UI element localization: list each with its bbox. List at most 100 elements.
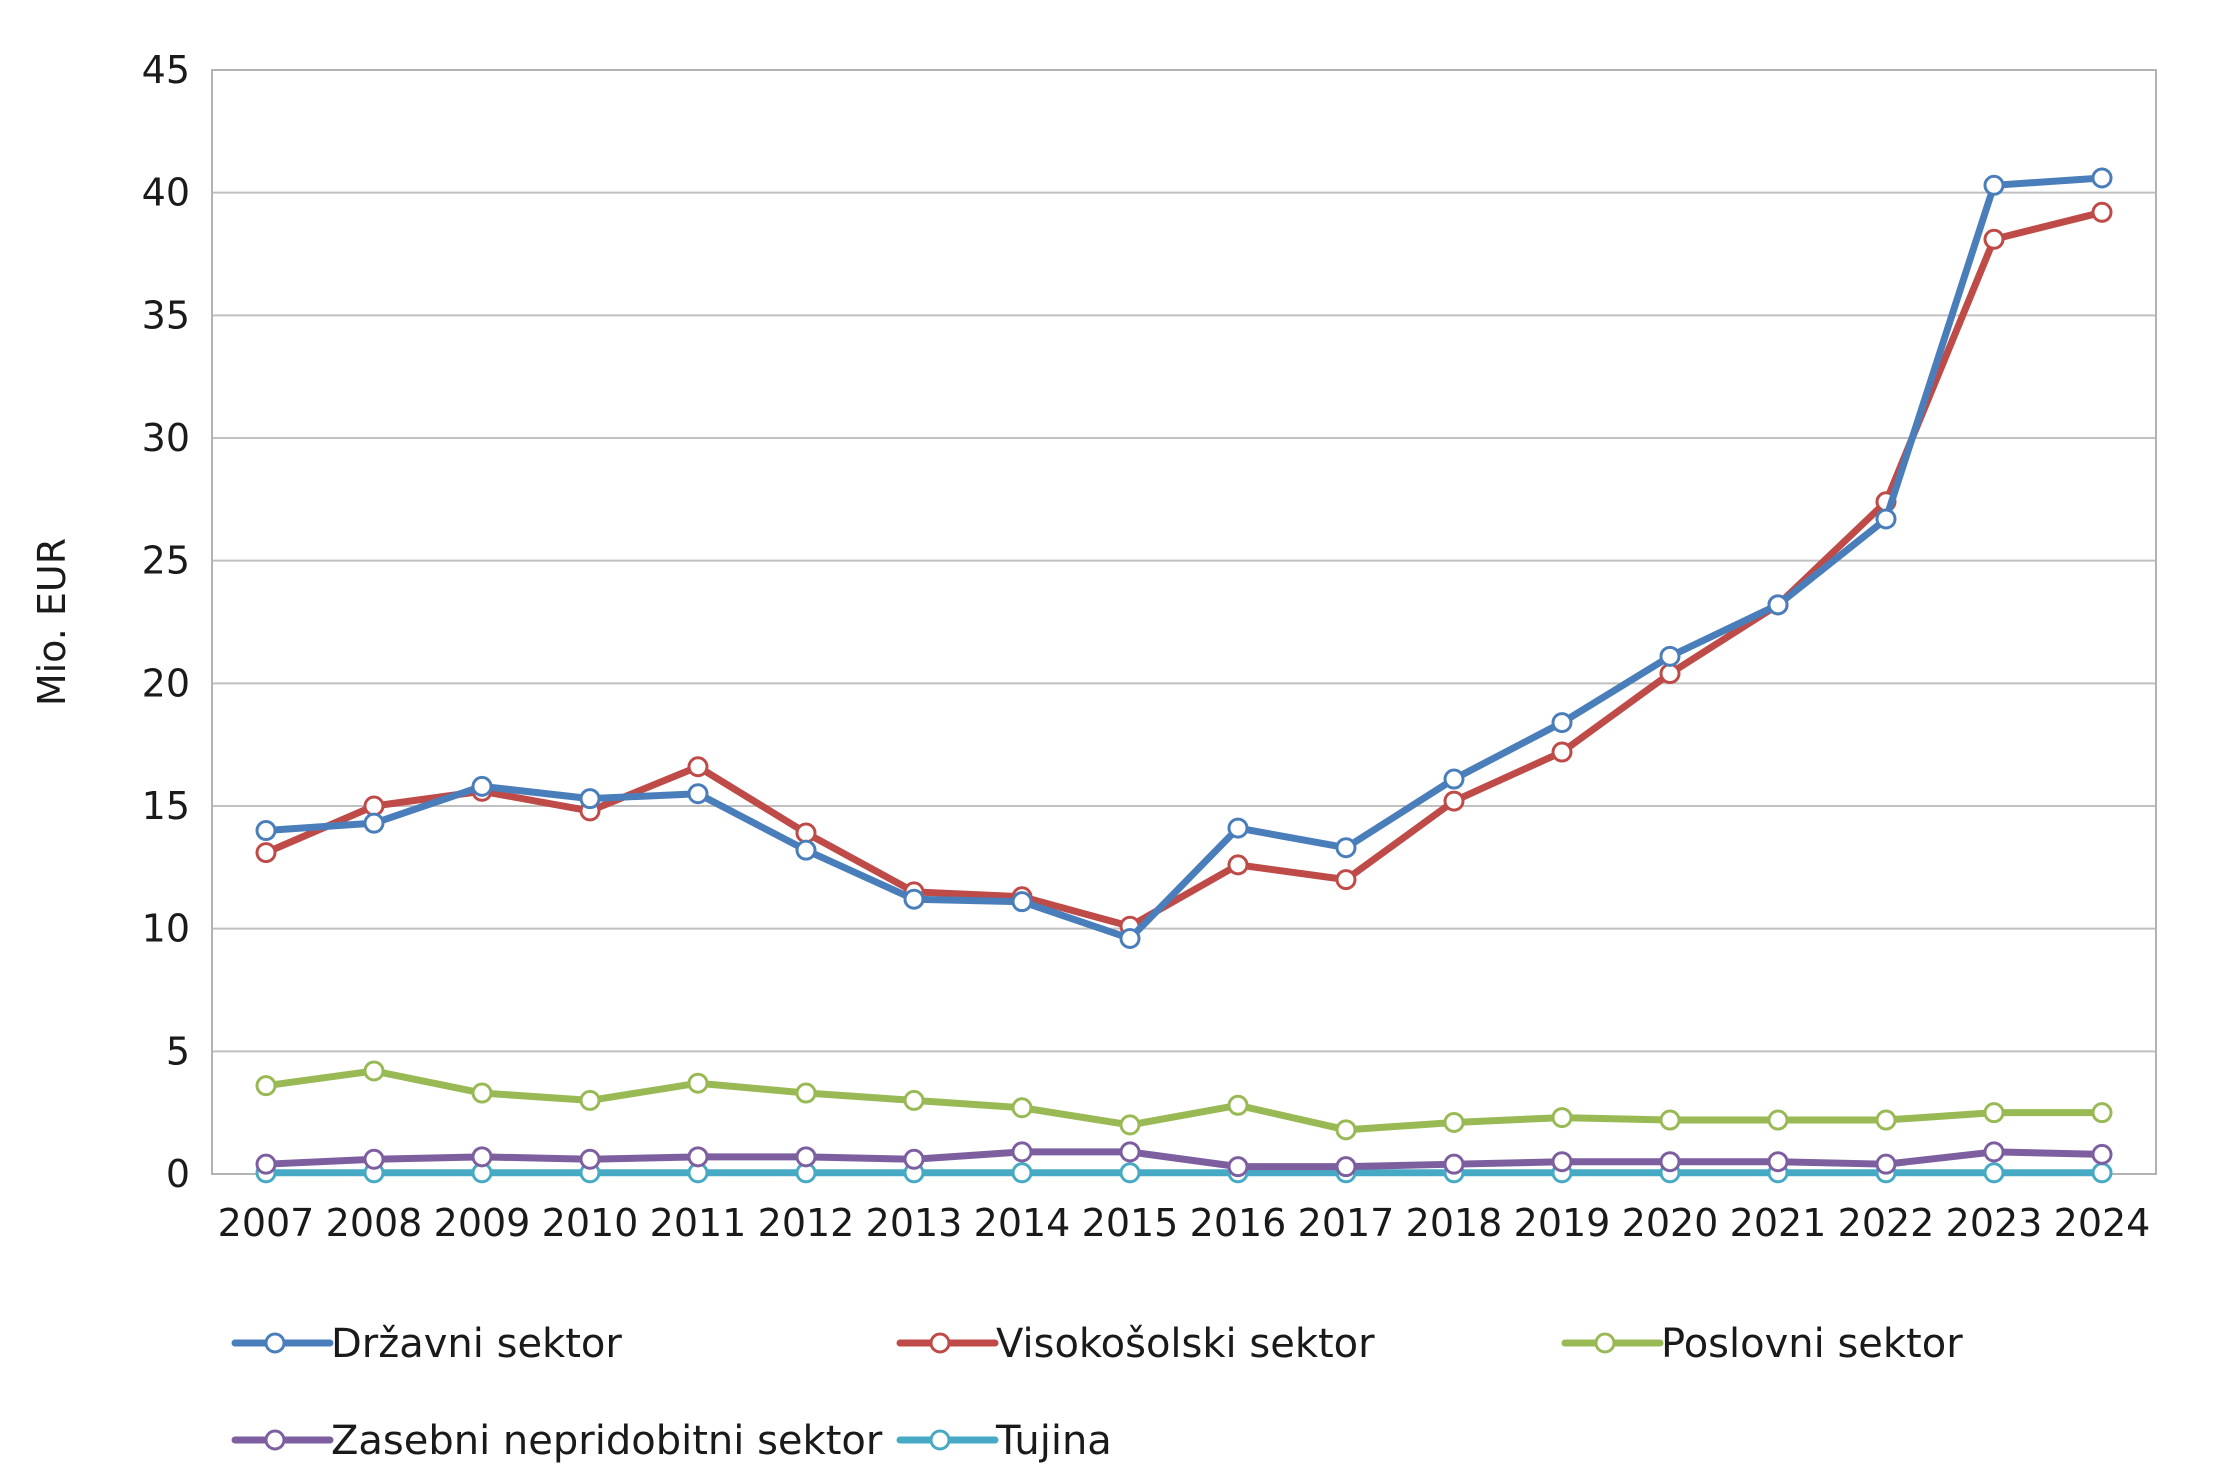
data-point	[2091, 1102, 2113, 1124]
data-point	[1011, 1141, 1033, 1163]
data-point	[579, 788, 601, 810]
data-point	[1011, 1162, 1033, 1184]
data-point	[687, 1146, 709, 1168]
data-point	[1983, 228, 2005, 250]
y-tick-label: 40	[142, 171, 190, 215]
data-point	[1227, 1156, 1249, 1178]
data-point	[471, 1082, 493, 1104]
data-point	[363, 1060, 385, 1082]
data-point	[1119, 1114, 1141, 1136]
data-point	[255, 820, 277, 842]
series-0	[255, 167, 2113, 949]
y-axis-ticks: 0 5 10 15 20 25 30 35 40 45	[142, 48, 190, 1196]
data-point	[1443, 1153, 1465, 1175]
series-line	[262, 1148, 2106, 1171]
data-point	[2091, 1143, 2113, 1165]
legend-label: Državni sektor	[331, 1321, 622, 1367]
data-point	[1767, 1109, 1789, 1131]
y-tick-label: 20	[142, 661, 190, 705]
legend-entry: Državni sektor	[231, 1321, 622, 1367]
data-point	[1551, 1151, 1573, 1173]
y-tick-label: 5	[166, 1029, 190, 1073]
data-point	[1551, 712, 1573, 734]
data-point	[2091, 201, 2113, 223]
x-tick-label: 2017	[1298, 1201, 1395, 1245]
data-point	[903, 888, 925, 910]
data-point	[795, 839, 817, 861]
data-point	[1227, 1094, 1249, 1116]
data-point	[1011, 891, 1033, 913]
data-point	[2091, 1162, 2113, 1184]
legend-label: Visokošolski sektor	[996, 1321, 1375, 1367]
data-point	[1119, 1141, 1141, 1163]
data-point	[1767, 594, 1789, 616]
data-point	[1443, 790, 1465, 812]
data-point	[1335, 1156, 1357, 1178]
data-point	[363, 812, 385, 834]
series-lines	[255, 167, 2113, 1184]
y-tick-label: 0	[166, 1152, 190, 1196]
data-point	[1767, 1151, 1789, 1173]
legend-entry: Poslovni sektor	[1561, 1321, 1963, 1367]
y-tick-label: 35	[142, 293, 190, 337]
data-point	[363, 795, 385, 817]
data-point	[1875, 508, 1897, 530]
x-tick-label: 2009	[434, 1201, 531, 1245]
series-3	[255, 1141, 2113, 1178]
data-point	[1551, 741, 1573, 763]
data-point	[1443, 1111, 1465, 1133]
data-point	[363, 1148, 385, 1170]
data-point	[255, 1153, 277, 1175]
legend-marker	[929, 1429, 951, 1451]
x-tick-label: 2024	[2054, 1201, 2151, 1245]
data-point	[1659, 645, 1681, 667]
legend-label: Zasebni nepridobitni sektor	[331, 1418, 883, 1464]
data-point	[1119, 1162, 1141, 1184]
legend-label: Tujina	[995, 1418, 1112, 1464]
data-point	[1659, 1151, 1681, 1173]
data-point	[1875, 1153, 1897, 1175]
data-point	[1551, 1107, 1573, 1129]
legend-entry: Tujina	[896, 1418, 1112, 1464]
data-point	[795, 822, 817, 844]
x-tick-label: 2019	[1514, 1201, 1611, 1245]
x-tick-label: 2012	[758, 1201, 855, 1245]
legend-marker	[264, 1332, 286, 1354]
data-point	[1983, 174, 2005, 196]
data-point	[1011, 1097, 1033, 1119]
data-point	[579, 1089, 601, 1111]
x-tick-label: 2015	[1082, 1201, 1179, 1245]
legend-entry: Visokošolski sektor	[896, 1321, 1375, 1367]
legend-marker	[264, 1429, 286, 1451]
x-tick-label: 2022	[1838, 1201, 1935, 1245]
data-point	[1335, 1119, 1357, 1141]
series-line	[262, 174, 2106, 942]
data-point	[579, 1148, 601, 1170]
legend-marker	[1594, 1332, 1616, 1354]
data-point	[903, 1148, 925, 1170]
data-point	[1443, 768, 1465, 790]
y-tick-label: 25	[142, 539, 190, 583]
data-point	[687, 783, 709, 805]
data-point	[1335, 837, 1357, 859]
y-tick-label: 30	[142, 416, 190, 460]
x-tick-label: 2020	[1622, 1201, 1719, 1245]
y-tick-label: 15	[142, 784, 190, 828]
y-axis-label: Mio. EUR	[30, 538, 74, 706]
data-point	[1983, 1102, 2005, 1124]
x-tick-label: 2021	[1730, 1201, 1827, 1245]
data-point	[1659, 1109, 1681, 1131]
data-point	[471, 1146, 493, 1168]
data-point	[1983, 1141, 2005, 1163]
data-point	[1659, 663, 1681, 685]
x-tick-label: 2014	[974, 1201, 1071, 1245]
legend-entry: Zasebni nepridobitni sektor	[231, 1418, 883, 1464]
y-tick-label: 10	[142, 907, 190, 951]
series-line	[262, 1067, 2106, 1134]
data-point	[1227, 817, 1249, 839]
data-point	[795, 1146, 817, 1168]
x-tick-label: 2023	[1946, 1201, 2043, 1245]
x-tick-label: 2018	[1406, 1201, 1503, 1245]
